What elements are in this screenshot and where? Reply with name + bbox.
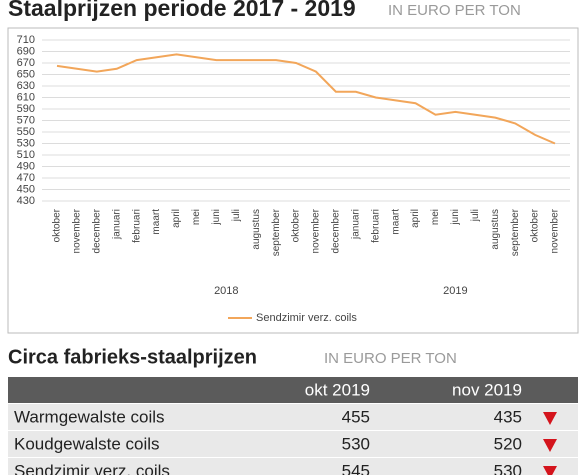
x-tick-label: oktober (530, 208, 541, 242)
row-label: Koudgewalste coils (14, 434, 160, 453)
row-value: 530 (342, 434, 370, 453)
trend-down-icon (543, 466, 557, 475)
table-subtitle: IN EURO PER TON (324, 350, 457, 367)
y-tick-label: 610 (17, 91, 35, 103)
table-header-bg (8, 377, 578, 403)
trend-down-icon (543, 439, 557, 452)
y-tick-label: 450 (17, 183, 35, 195)
x-tick-label: juli (470, 209, 481, 222)
y-tick-label: 430 (17, 195, 35, 207)
legend-label: Sendzimir verz. coils (256, 312, 357, 324)
x-tick-label: april (410, 209, 421, 228)
chart-frame (7, 27, 579, 334)
row-value: 545 (342, 461, 370, 475)
x-tick-label: december (91, 208, 102, 253)
table-row-bg (8, 431, 578, 457)
y-tick-label: 530 (17, 137, 35, 149)
x-tick-label: november (72, 208, 83, 253)
line-series (56, 53, 556, 145)
y-tick-label: 690 (17, 45, 35, 57)
x-tick-label: juni (211, 209, 222, 226)
year-label: 2019 (443, 285, 467, 297)
chart-subtitle: IN EURO PER TON (388, 2, 521, 19)
y-tick-label: 570 (17, 114, 35, 126)
y-tick-label: 650 (17, 68, 35, 80)
x-tick-label: augustus (490, 209, 501, 250)
x-tick-label: september (271, 208, 282, 256)
x-tick-label: februari (370, 209, 381, 243)
row-value: 435 (494, 407, 522, 426)
y-tick-label: 630 (17, 80, 35, 92)
x-tick-label: oktober (52, 208, 63, 242)
x-tick-label: februari (131, 209, 142, 243)
x-tick-label: mei (191, 209, 202, 225)
x-tick-label: november (550, 208, 561, 253)
table-row-bg (8, 404, 578, 430)
row-value: 530 (494, 461, 522, 475)
row-value: 520 (494, 434, 522, 453)
row-label: Warmgewalste coils (14, 407, 165, 426)
x-tick-label: maart (390, 209, 401, 235)
x-tick-label: mei (430, 209, 441, 225)
x-tick-label: april (171, 209, 182, 228)
x-tick-label: oktober (291, 208, 302, 242)
x-tick-label: januari (111, 209, 122, 240)
table-header-cell: okt 2019 (305, 380, 370, 399)
table-title: Circa fabrieks-staalprijzen (8, 346, 257, 368)
x-tick-label: maart (151, 209, 162, 235)
x-tick-label: januari (350, 209, 361, 240)
y-tick-label: 550 (17, 126, 35, 138)
table-header-cell: nov 2019 (452, 380, 522, 399)
x-tick-label: december (331, 208, 342, 253)
y-tick-label: 510 (17, 149, 35, 161)
chart-title: Staalprijzen periode 2017 - 2019 (8, 0, 356, 21)
y-tick-label: 490 (17, 160, 35, 172)
x-tick-label: juli (231, 209, 242, 222)
x-tick-label: september (510, 208, 521, 256)
table-row-bg (8, 458, 578, 475)
row-label: Sendzimir verz. coils (14, 461, 170, 475)
year-label: 2018 (214, 285, 238, 297)
y-tick-label: 710 (17, 34, 35, 46)
row-value: 455 (342, 407, 370, 426)
trend-down-icon (543, 412, 557, 425)
x-tick-label: augustus (251, 209, 262, 250)
y-tick-label: 670 (17, 57, 35, 69)
y-tick-label: 470 (17, 172, 35, 184)
x-tick-label: november (311, 208, 322, 253)
x-tick-label: juni (450, 209, 461, 226)
y-tick-label: 590 (17, 103, 35, 115)
